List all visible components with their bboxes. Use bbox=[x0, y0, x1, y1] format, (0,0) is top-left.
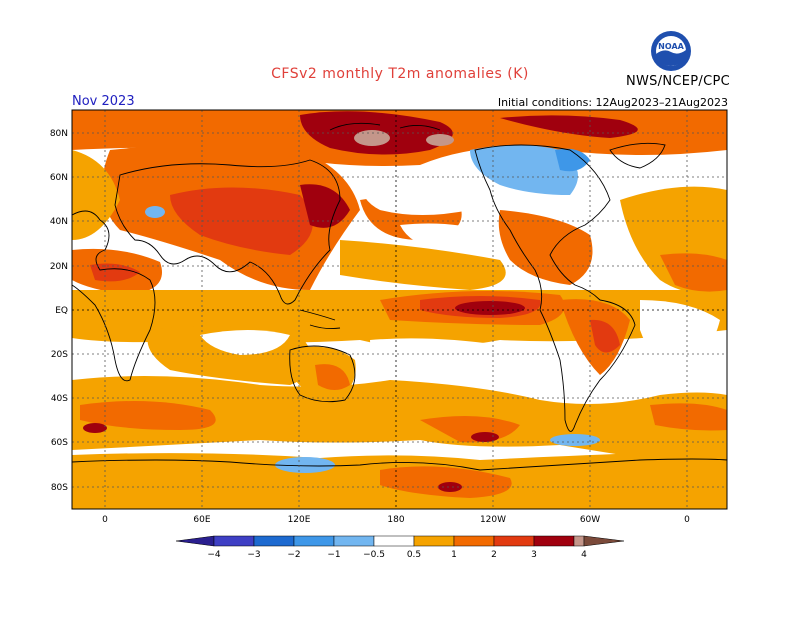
lat-label: 60S bbox=[51, 438, 68, 448]
lat-label: 40N bbox=[50, 217, 68, 227]
valid-month: Nov 2023 bbox=[72, 94, 135, 109]
colorbar-label: 1 bbox=[451, 550, 457, 560]
colorbar-label: −1 bbox=[327, 550, 340, 560]
colorbar-high-arrow bbox=[583, 535, 625, 547]
colorbar-label: 0.5 bbox=[407, 550, 421, 560]
lat-label: 20N bbox=[50, 262, 68, 272]
colorbar: −4 −3 −2 −1 −0.5 0.5 1 2 3 4 bbox=[175, 535, 625, 560]
colorbar-label: −0.5 bbox=[363, 550, 385, 560]
colorbar-label: 4 bbox=[581, 550, 587, 560]
agency-label: NWS/NCEP/CPC bbox=[625, 74, 730, 89]
colorbar-label: 3 bbox=[531, 550, 537, 560]
colorbar-label: −3 bbox=[247, 550, 260, 560]
lat-label: 40S bbox=[51, 394, 68, 404]
lat-label: 80S bbox=[51, 483, 68, 493]
lon-label: 0 bbox=[102, 515, 108, 525]
lon-label: 60E bbox=[193, 515, 210, 525]
lon-label: 120W bbox=[480, 515, 506, 525]
latitude-labels: 80N 60N 40N 20N EQ 20S 40S 60S 80S bbox=[50, 129, 68, 493]
lat-label: EQ bbox=[55, 306, 68, 316]
noaa-logo: NOAA bbox=[651, 31, 691, 71]
colorbar-label: 2 bbox=[491, 550, 497, 560]
lat-label: 20S bbox=[51, 350, 68, 360]
coastlines bbox=[71, 122, 728, 471]
colorbar-low-arrow bbox=[175, 535, 215, 547]
svg-text:NOAA: NOAA bbox=[658, 42, 684, 51]
graticule bbox=[72, 110, 727, 509]
anomaly-fields bbox=[72, 110, 727, 509]
lon-label: 120E bbox=[288, 515, 311, 525]
longitude-labels: 0 60E 120E 180 120W 60W 0 bbox=[102, 515, 690, 525]
lon-label: 60W bbox=[580, 515, 600, 525]
lat-label: 80N bbox=[50, 129, 68, 139]
initial-conditions: Initial conditions: 12Aug2023–21Aug2023 bbox=[497, 96, 728, 109]
map-title: CFSv2 monthly T2m anomalies (K) bbox=[271, 66, 529, 82]
lat-label: 60N bbox=[50, 173, 68, 183]
colorbar-label: −4 bbox=[207, 550, 221, 560]
lon-label: 0 bbox=[684, 515, 690, 525]
lon-label: 180 bbox=[387, 515, 404, 525]
colorbar-label: −2 bbox=[287, 550, 300, 560]
